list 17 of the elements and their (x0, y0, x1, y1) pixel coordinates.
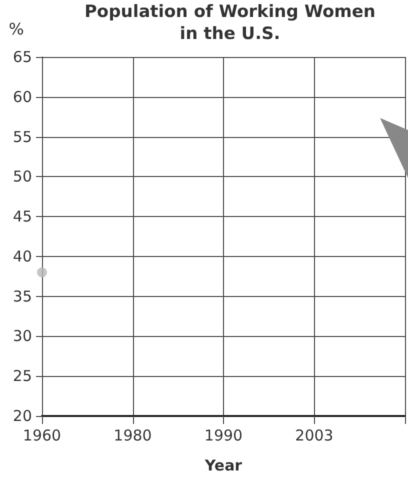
y-axis-title: % (8, 20, 24, 38)
y-tick-label: 65 (12, 48, 32, 66)
x-tick-label: 1960 (22, 426, 62, 444)
y-tick-label: 40 (12, 247, 32, 266)
y-tick-label: 55 (12, 128, 32, 146)
y-tick-label: 30 (12, 327, 32, 346)
y-tick-label: 25 (12, 367, 32, 386)
y-tick-label: 50 (12, 168, 32, 186)
chart-title: Population of Working Women in the U.S. (84, 2, 376, 44)
y-tick-label: 20 (12, 407, 32, 425)
y-tick-label: 60 (12, 88, 32, 106)
y-tick-label: 35 (12, 287, 32, 306)
x-axis-title: Year (204, 456, 243, 474)
x-tick-label: 2003 (295, 426, 334, 444)
y-tick-label: 45 (12, 208, 32, 226)
x-tick-label: 1980 (114, 426, 152, 444)
x-tick-label: 1990 (204, 426, 243, 444)
